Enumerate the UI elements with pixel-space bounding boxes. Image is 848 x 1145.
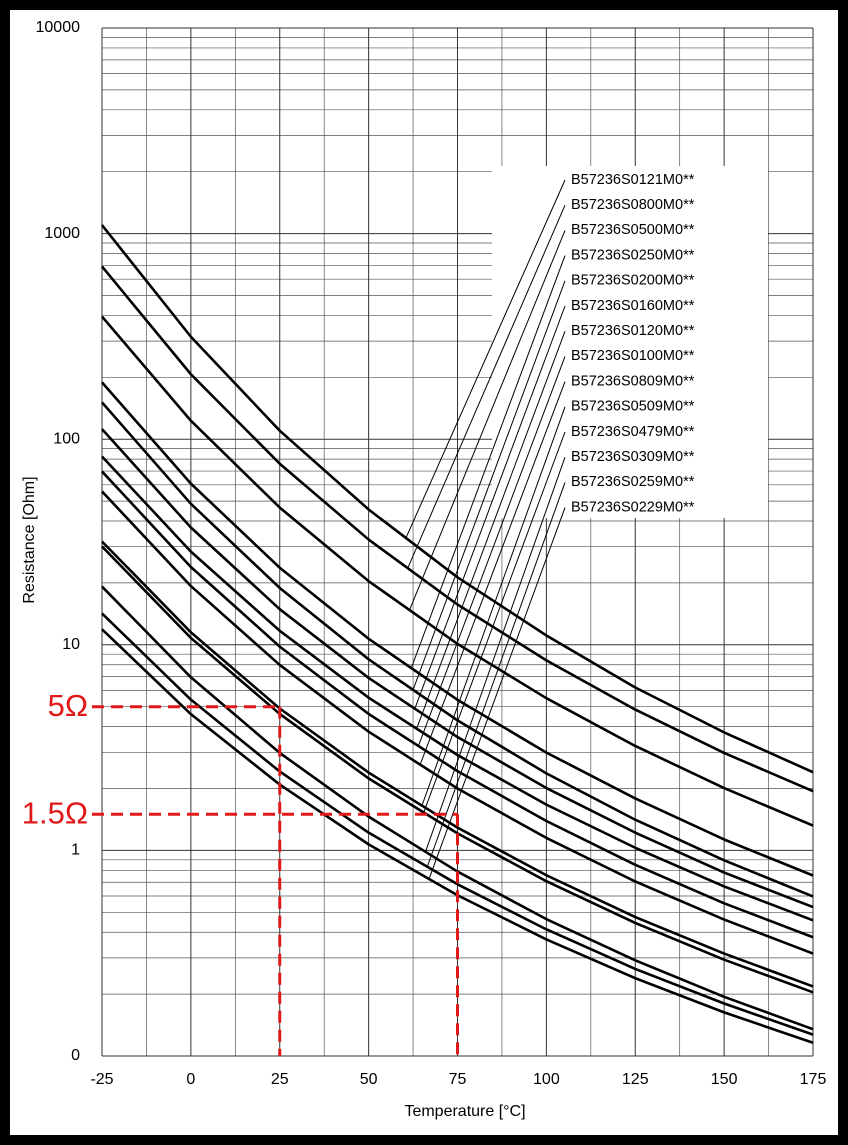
- legend-label: B57236S0259M0**: [571, 474, 695, 490]
- legend-label: B57236S0250M0**: [571, 247, 695, 263]
- series-line: [101, 470, 814, 939]
- x-tick-label: 100: [533, 1071, 560, 1088]
- y-tick-label: 10000: [36, 19, 81, 36]
- legend-label: B57236S0509M0**: [571, 399, 695, 415]
- annotation-label: 1.5Ω: [22, 795, 88, 830]
- legend-label: B57236S0121M0**: [571, 172, 695, 188]
- leader-line: [409, 230, 566, 611]
- x-tick-label: 0: [186, 1071, 195, 1088]
- leader-line: [421, 406, 566, 806]
- y-axis-label: Resistance [Ohm]: [21, 476, 38, 603]
- y-tick-label: 1: [71, 842, 80, 859]
- x-tick-label: 25: [271, 1071, 289, 1088]
- legend-label: B57236S0309M0**: [571, 449, 695, 465]
- leader-line: [423, 431, 566, 813]
- x-tick-label: 175: [800, 1071, 827, 1088]
- series-line: [101, 381, 814, 877]
- leader-line: [407, 205, 566, 569]
- series-line: [100, 265, 814, 793]
- x-tick-label: 125: [622, 1071, 649, 1088]
- series-line: [100, 224, 814, 774]
- leader-line: [417, 356, 566, 747]
- leader-line: [416, 331, 566, 729]
- legend-label: B57236S0200M0**: [571, 273, 695, 289]
- legend-label: B57236S0500M0**: [571, 222, 695, 238]
- leader-line: [419, 381, 566, 765]
- leader-line: [410, 255, 566, 669]
- y-tick-label: 1000: [44, 225, 80, 242]
- series-line: [101, 455, 814, 922]
- y-tick-label: 10: [62, 636, 80, 653]
- x-tick-label: -25: [90, 1071, 113, 1088]
- series-line: [101, 428, 814, 909]
- y-tick-label: 0: [71, 1047, 80, 1064]
- series-line: [101, 612, 814, 1036]
- labels: 0 1 10 100 1000 10000 -25 0 25 50 75 100 125 150 175 B5…: [22, 19, 827, 1088]
- leader-line: [428, 507, 566, 880]
- legend-label: B57236S0479M0**: [571, 424, 695, 440]
- y-tick-label: 100: [53, 430, 80, 447]
- x-tick-label: 50: [360, 1071, 378, 1088]
- x-tick-label: 75: [449, 1071, 467, 1088]
- leader-line: [405, 179, 566, 539]
- legend-label: B57236S0809M0**: [571, 373, 695, 389]
- legend-label: B57236S0100M0**: [571, 348, 695, 364]
- leader-line: [426, 482, 566, 867]
- x-tick-label: 150: [711, 1071, 738, 1088]
- series-line: [101, 490, 814, 955]
- leader-line: [425, 457, 566, 852]
- legend-label: B57236S0229M0**: [571, 499, 695, 515]
- legend-label: B57236S0160M0**: [571, 298, 695, 314]
- leader-line: [412, 280, 566, 691]
- series-line: [101, 540, 814, 988]
- legend-label: B57236S0800M0**: [571, 197, 695, 213]
- x-axis-label: Temperature [°C]: [404, 1103, 525, 1120]
- legend-label: B57236S0120M0**: [571, 323, 695, 339]
- legend-background: [492, 166, 768, 518]
- leader-line: [414, 305, 566, 709]
- annotation-label: 5Ω: [48, 688, 88, 723]
- plot-lines: [100, 179, 814, 1044]
- series-line: [101, 315, 814, 827]
